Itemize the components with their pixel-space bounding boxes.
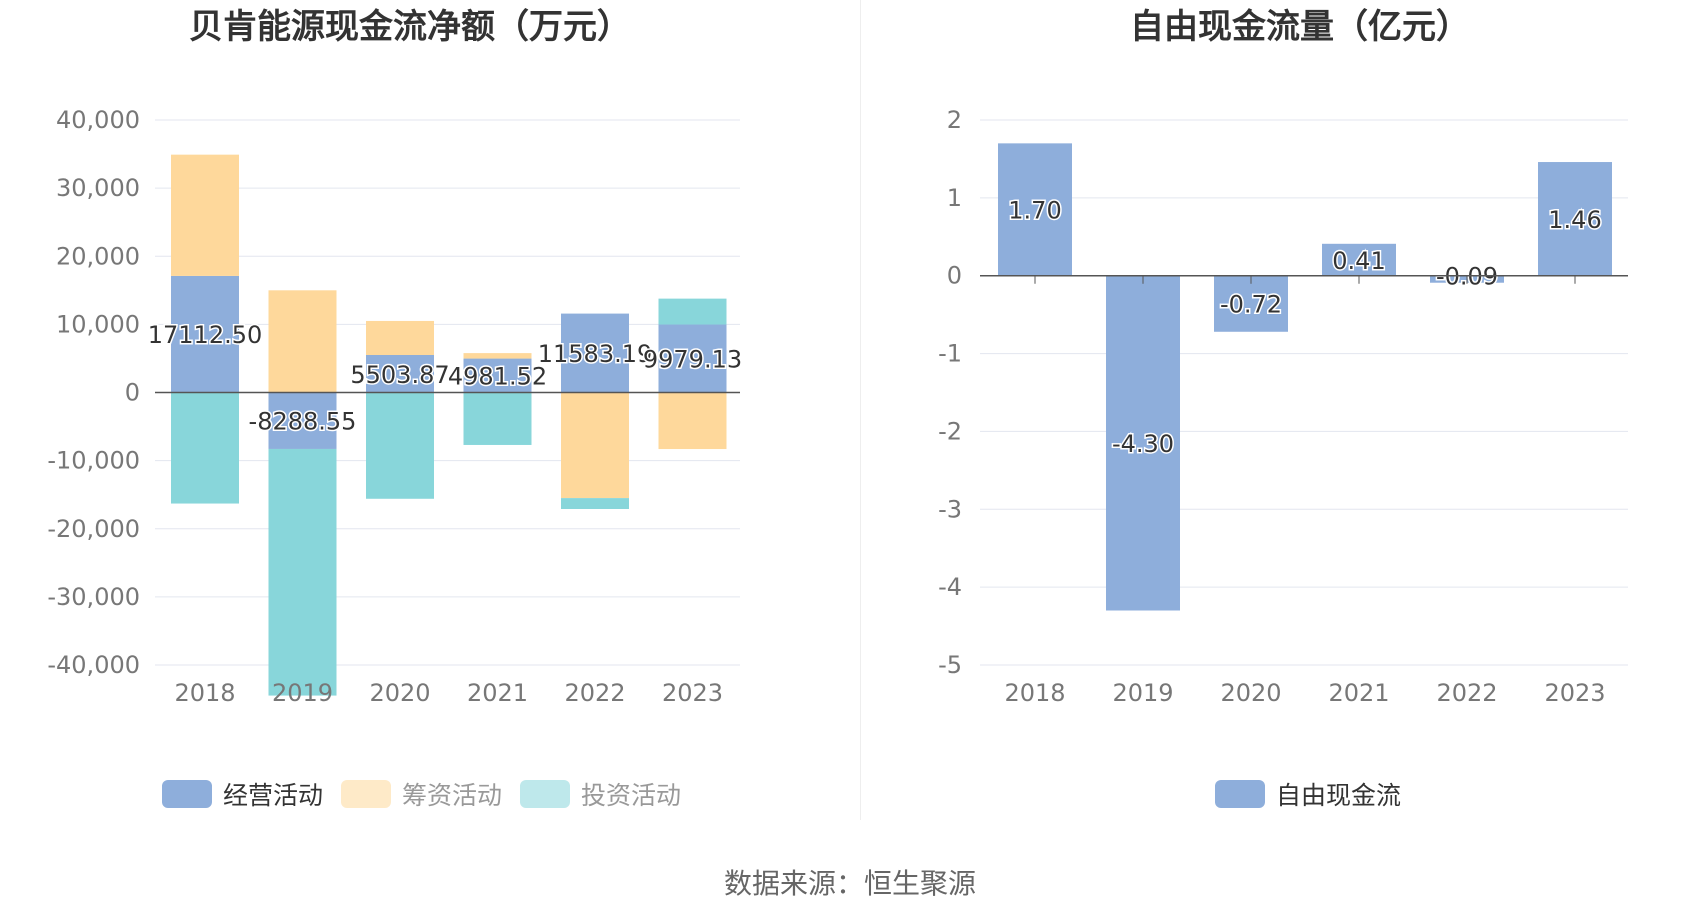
y-tick-label: 10,000 [56, 310, 140, 338]
data-source-note: 数据来源：恒生聚源 [723, 867, 976, 900]
data-label-2023: 9979.13 [643, 346, 742, 374]
bar-自由现金流-2020 [1214, 275, 1288, 332]
bar-经营活动-2021 [463, 358, 532, 393]
y-tick-label: -10,000 [47, 447, 140, 475]
chart-title-1: 贝肯能源现金流净额（万元） [189, 7, 631, 47]
bar-经营活动-2023 [658, 324, 727, 393]
data-label-2018: 1.70 [1008, 197, 1061, 225]
y-tick-label: 1 [947, 184, 962, 212]
bar-经营活动-2019 [268, 392, 337, 449]
data-label-2021: 4981.52 [448, 363, 547, 391]
bar-筹资活动-2018 [171, 154, 239, 276]
bar-投资活动-2021 [463, 392, 532, 445]
data-label-2023: 1.46 [1548, 206, 1601, 234]
bar-经营活动-2020 [366, 355, 434, 393]
data-label-2022: -0.09 [1436, 263, 1498, 291]
y-tick-label: -40,000 [47, 651, 140, 679]
bar-投资活动-2018 [171, 392, 239, 504]
y-tick-label: 2 [947, 106, 962, 134]
y-tick-label: 40,000 [56, 106, 140, 134]
panel-divider [860, 0, 861, 820]
bar-筹资活动-2019 [268, 290, 337, 393]
x-tick-label: 2023 [1544, 679, 1605, 707]
bar-投资活动-2022 [561, 498, 629, 509]
bar-投资活动-2019 [268, 448, 337, 696]
y-tick-label: -3 [938, 495, 962, 523]
bar-筹资活动-2020 [366, 320, 434, 356]
legend-label-经营活动: 经营活动 [223, 781, 323, 810]
data-label-2020: -0.72 [1220, 291, 1282, 319]
data-label-2020: 5503.87 [350, 361, 449, 389]
chart-title-2: 自由现金流量（亿元） [1130, 7, 1470, 47]
x-tick-label: 2019 [1112, 679, 1173, 707]
x-tick-label: 2021 [467, 679, 528, 707]
y-tick-label: -4 [938, 573, 962, 601]
bar-筹资活动-2022 [561, 392, 629, 499]
x-tick-label: 2020 [369, 679, 430, 707]
data-label-2022: 11583.19 [538, 340, 653, 368]
bar-自由现金流-2019 [1106, 275, 1180, 611]
bar-自由现金流-2018 [998, 143, 1072, 276]
data-label-2018: 17112.50 [148, 321, 263, 349]
x-tick-label: 2018 [1004, 679, 1065, 707]
y-tick-label: 30,000 [56, 174, 140, 202]
x-tick-label: 2021 [1328, 679, 1389, 707]
bar-筹资活动-2021 [463, 353, 532, 359]
bar-经营活动-2022 [561, 313, 629, 393]
y-tick-label: -1 [938, 340, 962, 368]
x-tick-label: 2022 [564, 679, 625, 707]
legend-swatch-经营活动 [162, 780, 212, 808]
x-tick-label: 2018 [174, 679, 235, 707]
y-tick-label: 0 [947, 262, 962, 290]
legend-swatch-筹资活动 [341, 780, 391, 808]
data-label-2019: -8288.55 [249, 408, 357, 436]
y-tick-label: -2 [938, 417, 962, 445]
bar-自由现金流-2021 [1322, 243, 1396, 276]
legend-swatch-自由现金流 [1215, 780, 1265, 808]
bar-投资活动-2020 [366, 392, 434, 499]
x-tick-label: 2023 [662, 679, 723, 707]
x-tick-label: 2022 [1436, 679, 1497, 707]
x-tick-label: 2020 [1220, 679, 1281, 707]
legend-swatch-投资活动 [520, 780, 570, 808]
legend-label-投资活动: 投资活动 [581, 781, 681, 810]
y-tick-label: 20,000 [56, 242, 140, 270]
y-tick-label: 0 [125, 379, 140, 407]
y-tick-label: -30,000 [47, 583, 140, 611]
bar-筹资活动-2023 [658, 392, 727, 450]
data-label-2019: -4.30 [1112, 430, 1174, 458]
bar-经营活动-2018 [171, 275, 239, 393]
bar-投资活动-2023 [658, 298, 727, 325]
legend-label-筹资活动: 筹资活动 [402, 781, 502, 810]
y-tick-label: -20,000 [47, 515, 140, 543]
data-label-2021: 0.41 [1332, 247, 1385, 275]
legend-label-自由现金流: 自由现金流 [1276, 781, 1401, 810]
y-tick-label: -5 [938, 651, 962, 679]
bar-自由现金流-2023 [1538, 162, 1612, 276]
x-tick-label: 2019 [272, 679, 333, 707]
